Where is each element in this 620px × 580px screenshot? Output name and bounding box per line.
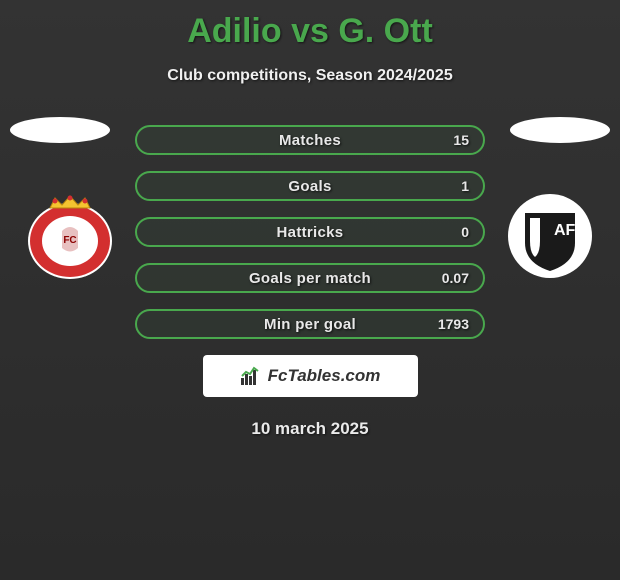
stat-row-matches: Matches 15	[135, 125, 485, 155]
logo-text: FcTables.com	[268, 366, 381, 386]
page-subtitle: Club competitions, Season 2024/2025	[0, 67, 620, 85]
fctables-logo[interactable]: FcTables.com	[203, 355, 418, 397]
stat-value: 0.07	[442, 270, 469, 286]
stat-value: 0	[461, 224, 469, 240]
stat-label: Hattricks	[277, 224, 344, 241]
stat-label: Min per goal	[264, 316, 356, 333]
stat-row-min-per-goal: Min per goal 1793	[135, 309, 485, 339]
stat-label: Goals	[288, 178, 331, 195]
bar-chart-icon	[240, 366, 262, 386]
player-photo-placeholder-left	[10, 117, 110, 143]
stat-value: 1	[461, 178, 469, 194]
page-title: Adilio vs G. Ott	[0, 0, 620, 51]
content-area: FC AF Matches 15 Goals 1 Hattricks 0 Goa…	[0, 125, 620, 439]
player-photo-placeholder-right	[510, 117, 610, 143]
club-crest-right-icon: AF	[500, 193, 600, 279]
stats-rows: Matches 15 Goals 1 Hattricks 0 Goals per…	[135, 125, 485, 339]
club-badge-right: AF	[500, 193, 600, 279]
stat-row-goals: Goals 1	[135, 171, 485, 201]
stat-row-hattricks: Hattricks 0	[135, 217, 485, 247]
club-badge-left: FC	[20, 193, 120, 279]
stat-label: Matches	[279, 132, 341, 149]
stat-label: Goals per match	[249, 270, 371, 287]
club-crest-left-icon: FC	[20, 193, 120, 279]
date-text: 10 march 2025	[0, 419, 620, 439]
stat-row-goals-per-match: Goals per match 0.07	[135, 263, 485, 293]
svg-text:AF: AF	[554, 222, 576, 239]
svg-text:FC: FC	[63, 235, 76, 246]
stat-value: 1793	[438, 316, 469, 332]
stat-value: 15	[453, 132, 469, 148]
